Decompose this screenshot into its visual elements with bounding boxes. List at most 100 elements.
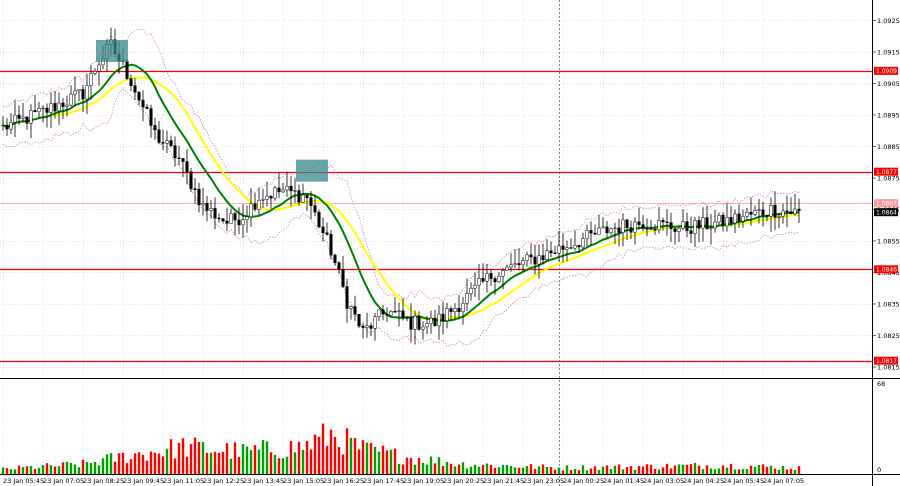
time-tick-label: 23 Jan 20:25 xyxy=(443,477,484,485)
volume-bar xyxy=(293,452,297,474)
volume-bar xyxy=(517,467,521,474)
volume-bar xyxy=(329,429,333,474)
candle-body xyxy=(781,210,785,217)
candle-body xyxy=(581,238,585,248)
candle-body xyxy=(193,188,197,190)
candle-body xyxy=(709,227,713,230)
time-tick-label: 24 Jan 01:45 xyxy=(603,477,644,485)
candle-body xyxy=(81,89,85,100)
time-tick-label: 23 Jan 13:45 xyxy=(243,477,284,485)
time-tick-label: 24 Jan 07:05 xyxy=(763,477,804,485)
candle-body xyxy=(545,250,549,260)
volume-bar xyxy=(401,464,405,474)
last-price-tag xyxy=(874,208,898,217)
candle-body xyxy=(541,255,545,260)
volume-bar xyxy=(437,457,441,474)
candle-body xyxy=(245,216,249,220)
volume-bar xyxy=(185,456,189,474)
candle-body xyxy=(185,161,189,172)
candle-body xyxy=(773,204,777,218)
volume-bar xyxy=(409,457,413,474)
volume-histogram xyxy=(1,423,801,474)
volume-bar xyxy=(653,468,657,474)
candle-body xyxy=(605,226,609,234)
candle-body xyxy=(649,228,653,230)
volume-bar xyxy=(109,453,113,474)
volume-bar xyxy=(493,467,497,474)
candle-body xyxy=(493,278,497,283)
volume-bar xyxy=(513,467,517,474)
candle-body xyxy=(653,229,657,231)
candle-body xyxy=(385,313,389,316)
candle-body xyxy=(665,221,669,223)
volume-bar xyxy=(289,440,293,474)
candle-body xyxy=(337,262,341,270)
volume-bar xyxy=(785,469,789,474)
candle-body xyxy=(301,194,305,203)
candle-body xyxy=(705,217,709,230)
volume-bar xyxy=(245,446,249,474)
candle-body xyxy=(681,221,685,229)
volume-bar xyxy=(729,463,733,474)
volume-bar xyxy=(733,469,737,474)
volume-bar xyxy=(25,466,29,474)
candle-body xyxy=(305,194,309,198)
candle-body xyxy=(633,221,637,233)
candle-body xyxy=(125,61,129,79)
volume-bar xyxy=(769,465,773,474)
volume-bar xyxy=(89,463,93,474)
volume-bar xyxy=(593,466,597,474)
volume-bar xyxy=(17,465,21,474)
candle-body xyxy=(205,203,209,211)
candle-body xyxy=(189,171,193,190)
volume-bar xyxy=(761,464,765,474)
candle-body xyxy=(429,317,433,324)
candle-body xyxy=(597,227,601,235)
candle-body xyxy=(273,187,277,199)
price-tick-label: 1.0925 xyxy=(877,17,900,25)
volume-bar xyxy=(169,439,173,474)
volume-bar xyxy=(177,442,181,474)
candle-body xyxy=(729,217,733,224)
volume-bar xyxy=(741,469,745,474)
volume-bar xyxy=(165,448,169,474)
volume-bar xyxy=(13,469,17,474)
volume-bar xyxy=(545,467,549,474)
volume-bar xyxy=(605,465,609,474)
volume-bar xyxy=(793,469,797,474)
candle-body xyxy=(433,317,437,327)
volume-bar xyxy=(349,437,353,474)
volume-bar xyxy=(713,469,717,474)
candle-body xyxy=(41,107,45,110)
signal-marker xyxy=(96,39,128,62)
volume-bar xyxy=(161,456,165,474)
candle-body xyxy=(453,307,457,312)
volume-bar xyxy=(269,452,273,474)
candle-body xyxy=(713,221,717,229)
time-tick-label: 23 Jan 21:45 xyxy=(483,477,524,485)
volume-bar xyxy=(549,466,553,474)
candle-body xyxy=(505,266,509,271)
volume-bar xyxy=(749,465,753,474)
candle-body xyxy=(365,325,369,328)
candle-body xyxy=(421,326,425,330)
candle-body xyxy=(373,316,377,329)
candle-body xyxy=(209,208,213,211)
last-price-label: 1.0864 xyxy=(876,209,897,216)
candle-body xyxy=(485,273,489,282)
volume-bar xyxy=(141,454,145,474)
price-tick-label: 1.0835 xyxy=(877,300,900,308)
volume-bar xyxy=(125,463,129,474)
candle-body xyxy=(153,125,157,131)
candle-body xyxy=(61,102,65,107)
candle-body xyxy=(465,293,469,304)
volume-bar xyxy=(601,466,605,474)
candle-body xyxy=(749,211,753,215)
volume-bar xyxy=(777,469,781,474)
candle-body xyxy=(37,107,41,112)
price-axis-labels: 1.09251.09151.09051.08951.08851.08751.08… xyxy=(872,17,900,474)
price-tick-label: 1.0825 xyxy=(877,332,900,340)
volume-bar xyxy=(153,452,157,474)
level-price-label: 1.0817 xyxy=(876,358,897,365)
